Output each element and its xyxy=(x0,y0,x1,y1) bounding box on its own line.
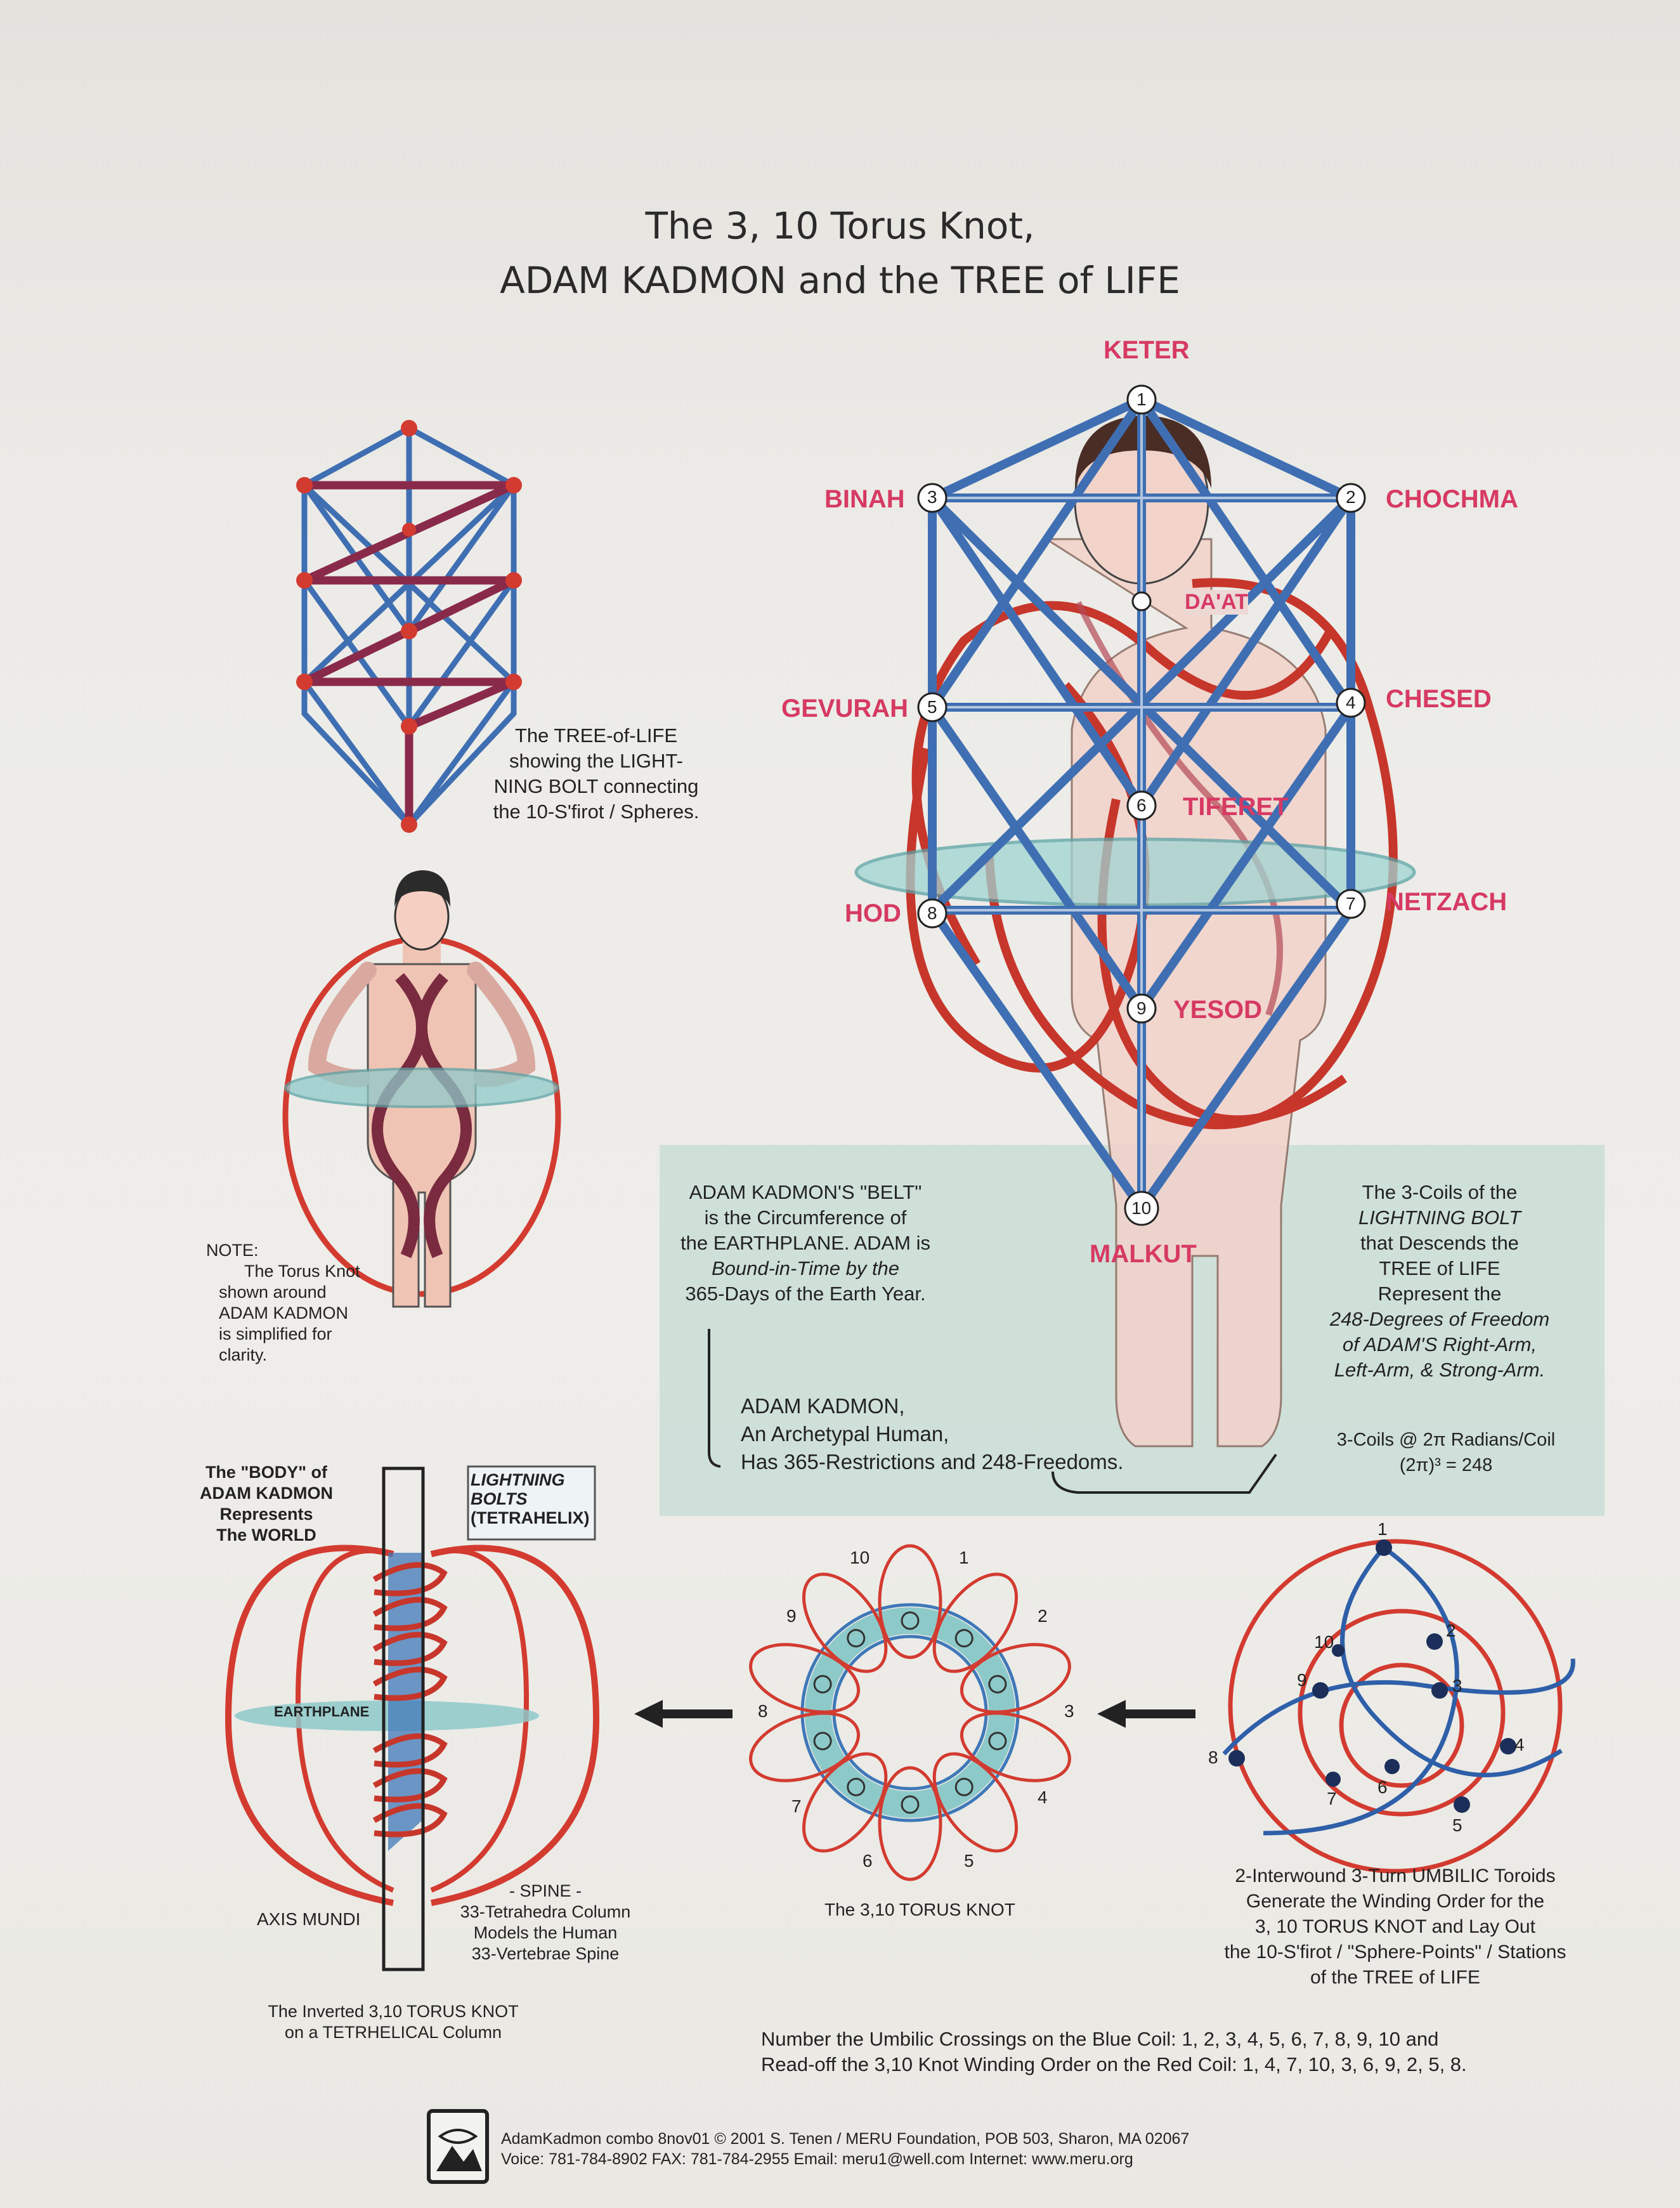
spine-caption: - SPINE - 33-Tetrahedra Column Models th… xyxy=(460,1881,631,1963)
inverted-torus-column xyxy=(225,1465,600,1971)
node-number-1: 1 xyxy=(1136,389,1147,409)
axis-mundi-label: AXIS MUNDI xyxy=(257,1909,361,1929)
body-caption: The "BODY" of ADAM KADMON Represents The… xyxy=(200,1463,333,1545)
footer-credits: AdamKadmon combo 8nov01 © 2001 S. Tenen … xyxy=(501,2130,1190,2168)
knot-number-9: 9 xyxy=(786,1606,797,1626)
node-number-4: 4 xyxy=(1346,693,1356,712)
node-number-9: 9 xyxy=(1136,998,1147,1018)
small-tree-of-life xyxy=(296,420,522,833)
earthplane-label: EARTHPLANE xyxy=(274,1704,370,1720)
umbilic-number-10: 10 xyxy=(1314,1632,1334,1652)
label-malkut: MALKUT xyxy=(1090,1240,1197,1268)
kadmon-caption: ADAM KADMON, An Archetypal Human, Has 36… xyxy=(741,1394,1124,1473)
meru-logo xyxy=(427,2109,489,2184)
belt-caption: ADAM KADMON'S "BELT" is the Circumferenc… xyxy=(680,1181,930,1305)
label-hod: HOD xyxy=(845,899,901,927)
knot-number-3: 3 xyxy=(1064,1701,1074,1721)
label-yesod: YESOD xyxy=(1173,996,1263,1024)
node-number-10: 10 xyxy=(1131,1198,1152,1218)
label-tiferet: TIFERET xyxy=(1183,793,1289,821)
node-number-8: 8 xyxy=(927,903,937,923)
knot-number-8: 8 xyxy=(758,1701,768,1721)
knot-number-2: 2 xyxy=(1038,1606,1048,1626)
umbilic-number-9: 9 xyxy=(1297,1670,1307,1690)
knot-number-5: 5 xyxy=(964,1851,974,1871)
umbilic-number-4: 4 xyxy=(1514,1735,1525,1754)
node-number-6: 6 xyxy=(1136,795,1147,815)
page-title-line1: The 3, 10 Torus Knot, xyxy=(645,204,1035,247)
umbilic-number-7: 7 xyxy=(1327,1789,1337,1808)
winding-order-text: Number the Umbilic Crossings on the Blue… xyxy=(761,2028,1467,2075)
label-chochma: CHOCHMA xyxy=(1386,485,1518,513)
node-number-3: 3 xyxy=(927,487,937,507)
note-caption: NOTE: The Torus Knot shown around ADAM K… xyxy=(206,1241,360,1364)
tree-caption: The TREE-of-LIFE showing the LIGHT- NING… xyxy=(493,724,700,823)
label-binah: BINAH xyxy=(824,485,905,513)
knot-number-7: 7 xyxy=(791,1796,802,1816)
node-number-2: 2 xyxy=(1346,487,1356,507)
label-keter: KETER xyxy=(1104,336,1190,364)
page-title-line2: ADAM KADMON and the TREE of LIFE xyxy=(500,259,1180,302)
large-adam-kadmon-figure xyxy=(854,384,1416,1447)
umbilic-number-6: 6 xyxy=(1377,1777,1388,1797)
torus-knot-label: The 3,10 TORUS KNOT xyxy=(824,1900,1015,1919)
knot-number-4: 4 xyxy=(1038,1787,1048,1807)
arrows xyxy=(634,1700,1195,1728)
label-chesed: CHESED xyxy=(1386,685,1492,713)
lightning-bolts-label: LIGHTNING BOLTS (TETRAHELIX) xyxy=(471,1470,590,1527)
inverted-torus-caption: The Inverted 3,10 TORUS KNOT on a TETRHE… xyxy=(268,2002,519,2042)
coils-caption: The 3-Coils of the LIGHTNING BOLT that D… xyxy=(1329,1181,1550,1381)
umbilic-number-3: 3 xyxy=(1452,1676,1462,1695)
node-number-7: 7 xyxy=(1346,894,1356,913)
coils-formula: 3-Coils @ 2π Radians/Coil (2π)³ = 248 xyxy=(1336,1430,1556,1475)
torus-knot-figure xyxy=(749,1544,1071,1881)
umbilic-caption: 2-Interwound 3-Turn UMBILIC Toroids Gene… xyxy=(1224,1865,1566,1988)
small-adam-kadmon-figure xyxy=(282,870,561,1308)
label-daat: DA'AT xyxy=(1185,590,1248,615)
umbilic-toroids-figure xyxy=(1222,1539,1575,1874)
knot-number-10: 10 xyxy=(850,1548,870,1567)
node-number-5: 5 xyxy=(927,697,937,717)
label-gevurah: GEVURAH xyxy=(781,695,909,722)
label-netzach: NETZACH xyxy=(1386,888,1507,916)
umbilic-number-2: 2 xyxy=(1446,1621,1456,1640)
umbilic-number-5: 5 xyxy=(1452,1815,1462,1835)
knot-number-1: 1 xyxy=(959,1548,969,1567)
umbilic-number-1: 1 xyxy=(1377,1519,1388,1539)
knot-number-6: 6 xyxy=(863,1851,873,1871)
umbilic-number-8: 8 xyxy=(1208,1747,1218,1767)
